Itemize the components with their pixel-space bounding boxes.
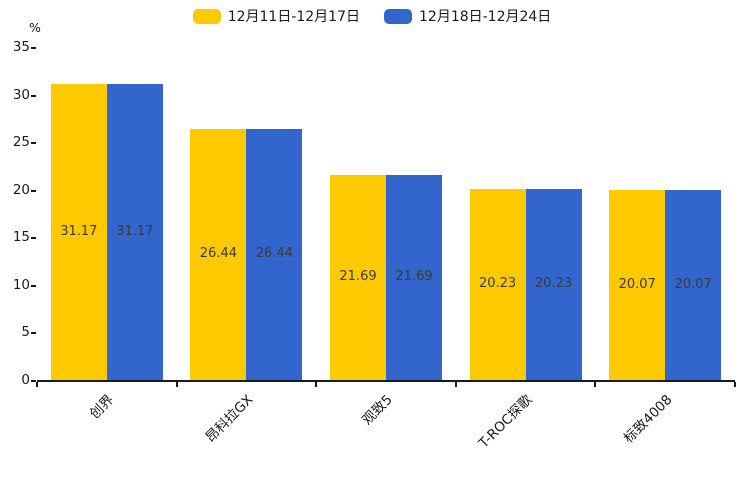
bar-series1-标致4008 (665, 190, 722, 381)
legend-swatch-week1-icon (192, 8, 221, 24)
bar-value-label: 20.23 (534, 275, 573, 291)
x-axis-tick-mark (175, 382, 178, 387)
y-axis-tick-mark (31, 47, 36, 49)
bar-series0-T-ROC探歌 (469, 188, 526, 381)
y-axis-tick-label: 20 (12, 181, 30, 198)
x-axis-category-label: 昂科拉GX (202, 391, 257, 446)
y-axis-tick-mark (31, 142, 36, 145)
x-axis-category-label: 创界 (86, 391, 117, 423)
bar-value-label: 26.44 (199, 246, 237, 262)
bar-value-label: 20.07 (674, 276, 712, 292)
y-axis-tick-label: 5 (21, 324, 30, 341)
legend-label-week1: 12月11日-12月17日 (227, 9, 360, 25)
chart-legend: 12月11日-12月17日 12月18日-12月24日 (0, 6, 744, 26)
x-axis-tick-mark (315, 382, 318, 387)
bar-series1-观致5 (386, 174, 442, 381)
bar-series0-创界 (50, 84, 107, 381)
x-axis-category-label: 标致4008 (620, 391, 676, 447)
x-axis-category-label: T-ROC探歌 (476, 391, 536, 452)
y-axis-tick-label: 30 (12, 86, 30, 103)
legend-label-week2: 12月18日-12月24日 (419, 9, 552, 25)
y-axis-tick-mark (31, 189, 36, 192)
y-axis-tick-label: 15 (12, 229, 30, 246)
bar-value-label: 21.69 (395, 268, 433, 284)
x-axis-tick-mark (594, 382, 597, 387)
x-axis-tick-mark (454, 382, 457, 387)
bar-value-label: 21.69 (339, 268, 377, 284)
x-axis-category-label: 观致5 (359, 391, 397, 429)
y-axis-tick-mark (31, 94, 36, 97)
bar-value-label: 31.17 (60, 223, 98, 239)
y-axis-tick-label: 10 (12, 276, 30, 293)
legend-item-week2[interactable]: 12月18日-12月24日 (384, 6, 551, 26)
bar-series0-标致4008 (609, 190, 666, 381)
y-axis-tick-label: 0 (21, 372, 30, 388)
y-axis-unit-label: % (29, 20, 41, 35)
legend-swatch-week2-icon (384, 8, 412, 24)
y-axis-tick-label: 25 (12, 134, 30, 151)
bar-series0-昂科拉GX (190, 129, 247, 381)
x-axis-tick-mark (734, 382, 736, 387)
y-axis-tick-mark (31, 332, 36, 335)
bar-series0-观致5 (330, 174, 386, 381)
y-axis-tick-mark (31, 284, 36, 287)
bar-series1-昂科拉GX (246, 129, 303, 381)
x-axis-line (37, 380, 735, 382)
bar-value-label: 20.07 (618, 276, 656, 292)
bar-value-label: 20.23 (478, 275, 517, 291)
bar-value-label: 26.44 (255, 246, 293, 262)
y-axis-tick-label: 35 (12, 39, 30, 55)
legend-item-week1[interactable]: 12月11日-12月17日 (192, 6, 360, 26)
x-axis-tick-mark (36, 382, 38, 387)
bar-value-label: 31.17 (116, 223, 154, 239)
y-axis-tick-mark (31, 380, 36, 382)
bar-series1-T-ROC探歌 (525, 188, 582, 381)
bar-series1-创界 (106, 84, 163, 381)
y-axis-tick-mark (31, 237, 36, 240)
